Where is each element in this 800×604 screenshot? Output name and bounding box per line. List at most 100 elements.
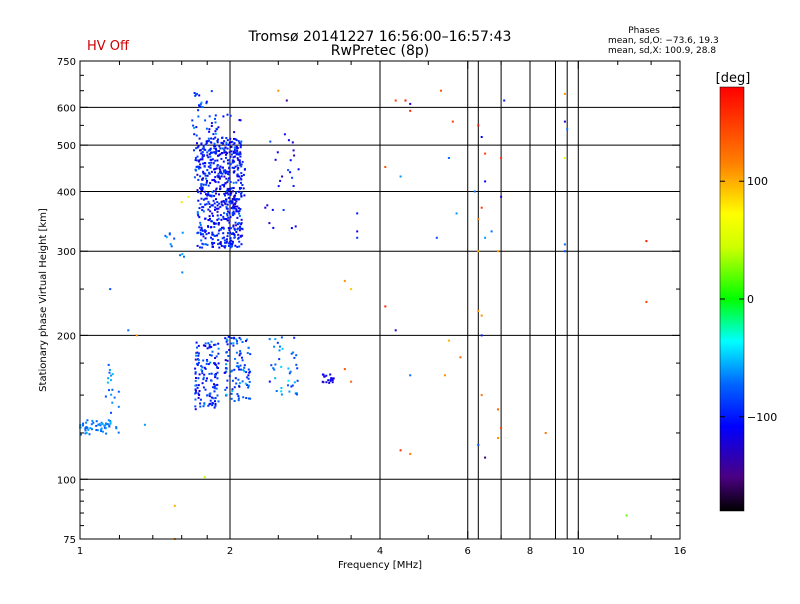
data-point: [202, 210, 205, 213]
data-point: [202, 359, 205, 362]
data-point: [224, 170, 227, 173]
data-point: [216, 140, 219, 142]
data-point: [343, 368, 346, 371]
data-point: [238, 215, 241, 217]
data-point: [101, 423, 104, 425]
data-point: [192, 124, 195, 127]
data-point: [215, 222, 218, 225]
data-point: [238, 336, 241, 339]
data-point: [234, 228, 236, 231]
data-point: [227, 355, 230, 357]
data-point: [82, 422, 85, 425]
data-point: [237, 397, 240, 400]
data-point: [211, 401, 214, 404]
data-point: [195, 377, 197, 379]
data-point: [236, 151, 239, 154]
data-point: [179, 254, 182, 257]
x-tick-label: 1: [77, 546, 83, 557]
data-point: [232, 337, 235, 340]
data-point: [202, 154, 205, 157]
data-point: [404, 99, 407, 102]
data-point: [356, 236, 359, 239]
data-point: [278, 358, 281, 361]
data-point: [280, 387, 283, 389]
data-point: [287, 139, 290, 142]
data-point: [236, 362, 239, 365]
data-point: [219, 168, 222, 171]
data-point: [196, 142, 198, 145]
data-point: [87, 428, 90, 431]
data-point: [201, 151, 204, 154]
data-point: [213, 194, 216, 197]
data-point: [222, 215, 225, 218]
data-point: [226, 343, 229, 346]
data-point: [239, 151, 242, 154]
data-point: [500, 195, 503, 198]
data-point: [244, 382, 247, 385]
data-point: [211, 238, 214, 241]
data-point: [224, 169, 227, 172]
data-point: [220, 141, 223, 144]
data-point: [107, 377, 110, 380]
data-point: [196, 211, 199, 214]
data-point: [235, 382, 238, 385]
data-point: [215, 192, 217, 195]
data-point: [240, 223, 243, 226]
data-point: [295, 392, 298, 394]
data-point: [231, 369, 234, 372]
data-point: [220, 172, 223, 175]
data-point: [108, 424, 111, 427]
data-point: [220, 152, 223, 155]
data-point: [236, 157, 239, 160]
data-point: [296, 393, 298, 396]
data-point: [88, 433, 91, 436]
data-point: [195, 341, 198, 344]
data-point: [164, 234, 167, 237]
data-point: [195, 384, 198, 387]
data-point: [247, 346, 250, 349]
data-point: [202, 172, 205, 175]
data-point: [234, 377, 237, 380]
data-point: [212, 161, 215, 164]
data-point: [193, 133, 196, 136]
data-point: [194, 388, 197, 391]
data-point: [293, 381, 296, 384]
data-point: [197, 145, 200, 148]
data-point: [295, 354, 298, 357]
data-point: [230, 392, 233, 395]
data-point: [181, 231, 184, 234]
data-point: [477, 443, 480, 446]
data-point: [226, 147, 229, 150]
data-point: [240, 140, 243, 143]
data-point: [233, 227, 236, 230]
data-point: [409, 374, 412, 377]
data-point: [168, 232, 171, 235]
data-point: [110, 379, 112, 382]
data-point: [327, 379, 330, 382]
data-point: [246, 376, 249, 379]
data-point: [207, 165, 210, 168]
data-point: [221, 237, 224, 240]
data-point: [214, 117, 216, 120]
data-point: [241, 359, 244, 362]
data-point: [202, 162, 205, 165]
data-point: [230, 146, 233, 148]
data-point: [237, 198, 240, 201]
data-point: [235, 338, 238, 341]
data-point: [234, 165, 237, 168]
data-point: [216, 204, 219, 207]
data-point: [208, 202, 211, 205]
data-point: [232, 225, 235, 228]
data-point: [197, 115, 200, 118]
data-point: [235, 181, 238, 184]
data-point: [239, 338, 242, 341]
data-point: [331, 379, 334, 381]
data-point: [199, 149, 202, 152]
data-point: [96, 429, 99, 432]
data-point: [231, 207, 234, 210]
data-point: [225, 393, 228, 396]
data-point: [196, 244, 199, 247]
data-point: [237, 153, 240, 156]
data-point: [195, 354, 198, 357]
data-point: [196, 92, 198, 95]
